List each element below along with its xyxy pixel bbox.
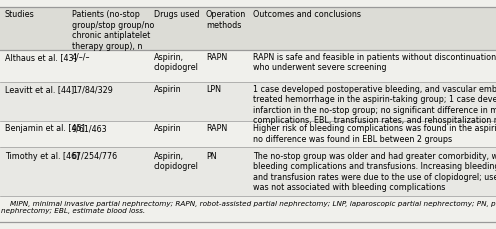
Text: Studies: Studies <box>5 10 35 19</box>
Text: RAPN: RAPN <box>206 124 227 133</box>
Text: Aspirin,
clopidogrel: Aspirin, clopidogrel <box>154 53 198 72</box>
Bar <box>0 121 496 148</box>
Text: Aspirin: Aspirin <box>154 124 182 133</box>
Text: Aspirin,
clopidogrel: Aspirin, clopidogrel <box>154 151 198 170</box>
Text: The no-stop group was older and had greater comorbidity, with a higher rate of
b: The no-stop group was older and had grea… <box>253 151 496 191</box>
Text: RAPN is safe and feasible in patients without discontinuation of antiplatelet
wh: RAPN is safe and feasible in patients wi… <box>253 53 496 72</box>
Text: RAPN: RAPN <box>206 53 227 62</box>
Bar <box>0 50 496 82</box>
Text: 17/84/329: 17/84/329 <box>72 85 113 94</box>
Text: Benjamin et al. [45]: Benjamin et al. [45] <box>5 124 85 133</box>
Text: Leavitt et al. [44]: Leavitt et al. [44] <box>5 85 74 94</box>
Text: 4/–/–: 4/–/– <box>72 53 90 62</box>
Text: MIPN, minimal invasive partial nephrectomy; RAPN, robot-assisted partial nephrec: MIPN, minimal invasive partial nephrecto… <box>1 200 496 213</box>
Bar <box>0 82 496 121</box>
Bar <box>0 148 496 196</box>
Text: Timothy et al. [46]: Timothy et al. [46] <box>5 151 79 160</box>
Text: Drugs used: Drugs used <box>154 10 199 19</box>
Text: 1 case developed postoperative bleeding, and vascular embolization was used to
t: 1 case developed postoperative bleeding,… <box>253 85 496 125</box>
Text: 67/254/776: 67/254/776 <box>72 151 118 160</box>
Text: Outcomes and conclusions: Outcomes and conclusions <box>253 10 361 19</box>
Text: Operation
methods: Operation methods <box>206 10 246 30</box>
Text: Althaus et al. [43]: Althaus et al. [43] <box>5 53 77 62</box>
Text: Higher risk of bleeding complications was found in the aspirin-taking group;
no : Higher risk of bleeding complications wa… <box>253 124 496 143</box>
Text: PN: PN <box>206 151 216 160</box>
Bar <box>0 8 496 50</box>
Text: 9/61/463: 9/61/463 <box>72 124 108 133</box>
Text: LPN: LPN <box>206 85 221 94</box>
Bar <box>0 196 496 222</box>
Text: Patients (no-stop
group/stop group/no
chronic antiplatelet
therapy group), n: Patients (no-stop group/stop group/no ch… <box>72 10 154 50</box>
Text: Aspirin: Aspirin <box>154 85 182 94</box>
